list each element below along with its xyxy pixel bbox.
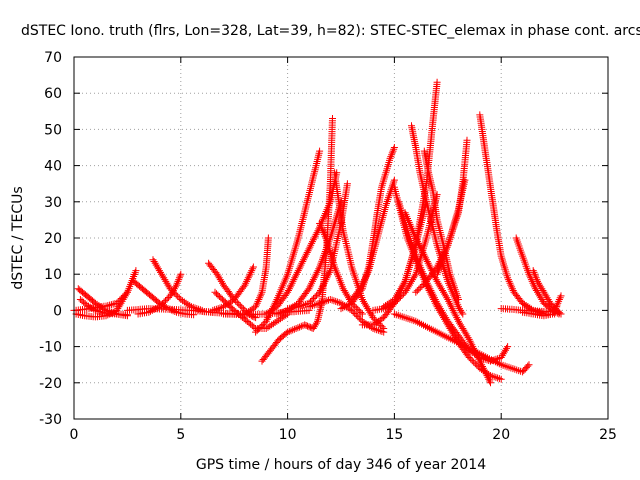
series-arc04 <box>76 296 131 319</box>
series-path <box>390 310 533 376</box>
series-path <box>348 176 398 303</box>
y-tick-label: 60 <box>44 86 62 102</box>
series-arc19 <box>316 220 366 318</box>
series-path <box>252 147 324 336</box>
chart-title: dSTEC Iono. truth (flrs, Lon=328, Lat=39… <box>21 23 640 39</box>
series-path <box>433 176 469 278</box>
series-path <box>316 220 366 318</box>
y-tick-label: 20 <box>44 231 62 247</box>
x-tick-label: 0 <box>70 427 79 443</box>
y-tick-label: 0 <box>53 303 62 319</box>
series-arc23 <box>348 176 398 303</box>
series-path <box>401 209 494 387</box>
y-tick-label: 30 <box>44 195 62 211</box>
series-path <box>331 169 388 332</box>
data-layer <box>70 78 565 387</box>
series-arc22 <box>337 144 398 313</box>
x-tick-label: 15 <box>385 427 403 443</box>
series-arc20 <box>331 169 388 332</box>
series-path <box>198 234 272 318</box>
series-arc35 <box>476 111 559 318</box>
x-tick-label: 25 <box>599 427 617 443</box>
series-path <box>284 180 351 313</box>
series-arc40 <box>497 305 548 315</box>
y-tick-label: 10 <box>44 267 62 283</box>
series-path <box>497 305 548 315</box>
series-arc15 <box>252 147 324 336</box>
series-arc30 <box>390 310 533 376</box>
series-path <box>149 256 206 314</box>
y-tick-label: 70 <box>44 50 62 66</box>
y-axis-label: dSTEC / TECUs <box>10 186 26 289</box>
y-tick-label: -10 <box>39 340 62 356</box>
series-path <box>476 111 559 318</box>
series-arc06 <box>149 256 206 314</box>
x-axis-label: GPS time / hours of day 346 of year 2014 <box>196 457 486 473</box>
x-tick-label: 10 <box>279 427 297 443</box>
y-tick-label: 50 <box>44 122 62 138</box>
series-path <box>76 296 131 319</box>
series-arc18 <box>284 180 351 313</box>
y-tick-label: -20 <box>39 376 62 392</box>
series-arc12 <box>198 234 272 318</box>
series-arc31 <box>408 122 467 318</box>
plot-frame <box>73 56 609 420</box>
series-path <box>408 122 467 318</box>
series-arc29 <box>401 209 494 387</box>
x-tick-label: 5 <box>176 427 185 443</box>
x-tick-label: 20 <box>492 427 510 443</box>
series-arc34 <box>433 176 469 278</box>
series-path <box>337 144 398 313</box>
tick-layer: 0 5 10 15 20 25 -30 -20 -10 0 10 20 30 40 50 60 70 <box>39 50 617 443</box>
y-tick-label: -30 <box>39 412 62 428</box>
y-tick-label: 40 <box>44 159 62 175</box>
